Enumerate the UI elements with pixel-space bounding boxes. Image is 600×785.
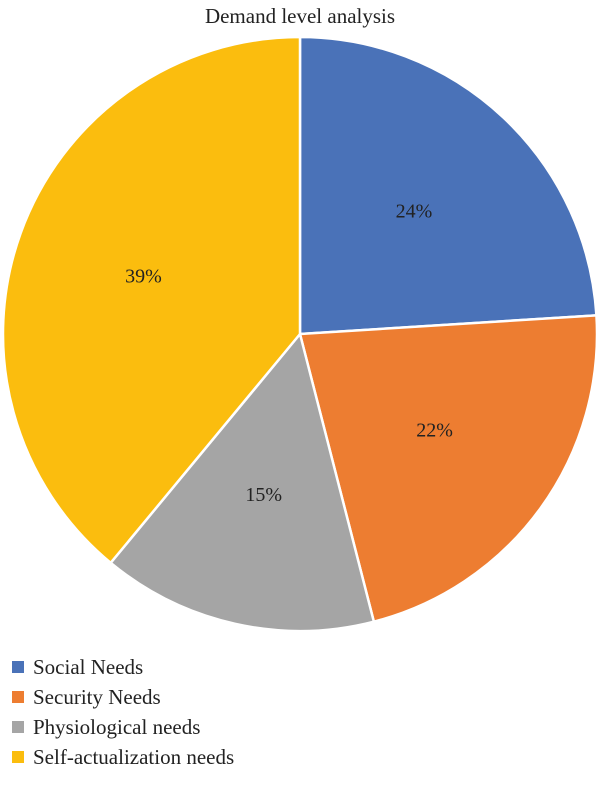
pie-slice-security-needs [298,314,599,623]
chart-title: Demand level analysis [204,4,396,28]
legend-item-social-needs: Social Needs [12,652,234,682]
legend-swatch [12,751,24,763]
legend-item-physiological-needs: Physiological needs [12,712,234,742]
data-label-security-needs: 22% [416,419,453,441]
data-label-physiological-needs: 15% [245,484,282,506]
legend-label: Security Needs [33,685,161,709]
legend-item-security-needs: Security Needs [12,682,234,712]
legend-swatch [12,661,24,673]
pie-slice-self-actualization-needs [1,35,302,565]
legend-label: Social Needs [33,655,144,679]
data-label-self-actualization-needs: 39% [125,265,162,287]
legend-label: Self-actualization needs [33,745,235,769]
legend: Social Needs Security Needs Physiological … [12,652,234,772]
legend-swatch [12,691,24,703]
legend-item-self-actualization-needs: Self-actualization needs [12,742,234,772]
pie-slice-physiological-needs [109,332,376,633]
pie-chart: 24% 22% 15% 39% [1,35,599,633]
pie-slice-social-needs [298,35,598,336]
legend-label: Physiological needs [33,715,201,739]
data-label-social-needs: 24% [396,200,433,222]
legend-swatch [12,721,24,733]
